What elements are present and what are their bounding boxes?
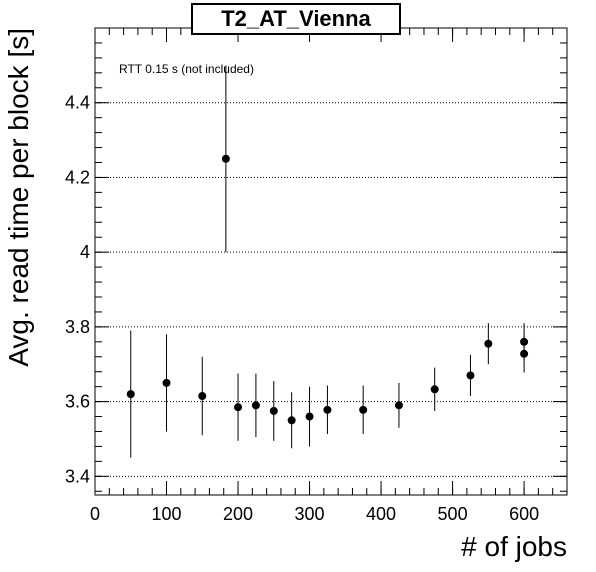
data-point [234,403,243,412]
rtt-annotation: RTT 0.15 s (not included) [119,62,254,76]
x-tick-label: 600 [509,504,539,524]
chart-title: T2_AT_Vienna [191,3,401,35]
data-point [126,390,135,399]
y-tick-label: 3.6 [65,392,90,412]
x-tick-label: 400 [366,504,396,524]
data-point [359,405,368,414]
data-points [126,65,529,458]
y-tick-label: 3.8 [65,317,90,337]
data-point [269,406,278,415]
data-point [520,349,529,358]
plot-frame [94,27,568,496]
data-point [198,391,207,400]
tick-labels: 3.4 3.6 3.8 4 4.2 4.4 0 100 200 300 400 500 600 [65,93,539,524]
y-tick-label: 4 [80,242,90,262]
data-point [287,416,296,425]
data-point [430,385,439,394]
y-tick-label: 4.4 [65,93,90,113]
x-tick-label: 0 [90,504,100,524]
y-tick-label: 4.2 [65,167,90,187]
data-point [221,154,230,163]
x-axis-title: # of jobs [461,531,567,562]
y-tick-label: 3.4 [65,466,90,486]
axis-ticks [94,27,568,495]
x-tick-label: 300 [295,504,325,524]
data-point [394,401,403,410]
x-tick-label: 100 [151,504,181,524]
data-point [466,371,475,380]
x-tick-label: 200 [223,504,253,524]
y-axis-title: Avg. read time per block [s] [3,28,34,367]
data-point [251,401,260,410]
data-point [162,378,171,387]
x-tick-label: 500 [438,504,468,524]
data-point [305,412,314,421]
data-point [484,339,493,348]
grid-lines [95,102,567,477]
data-point [323,405,332,414]
